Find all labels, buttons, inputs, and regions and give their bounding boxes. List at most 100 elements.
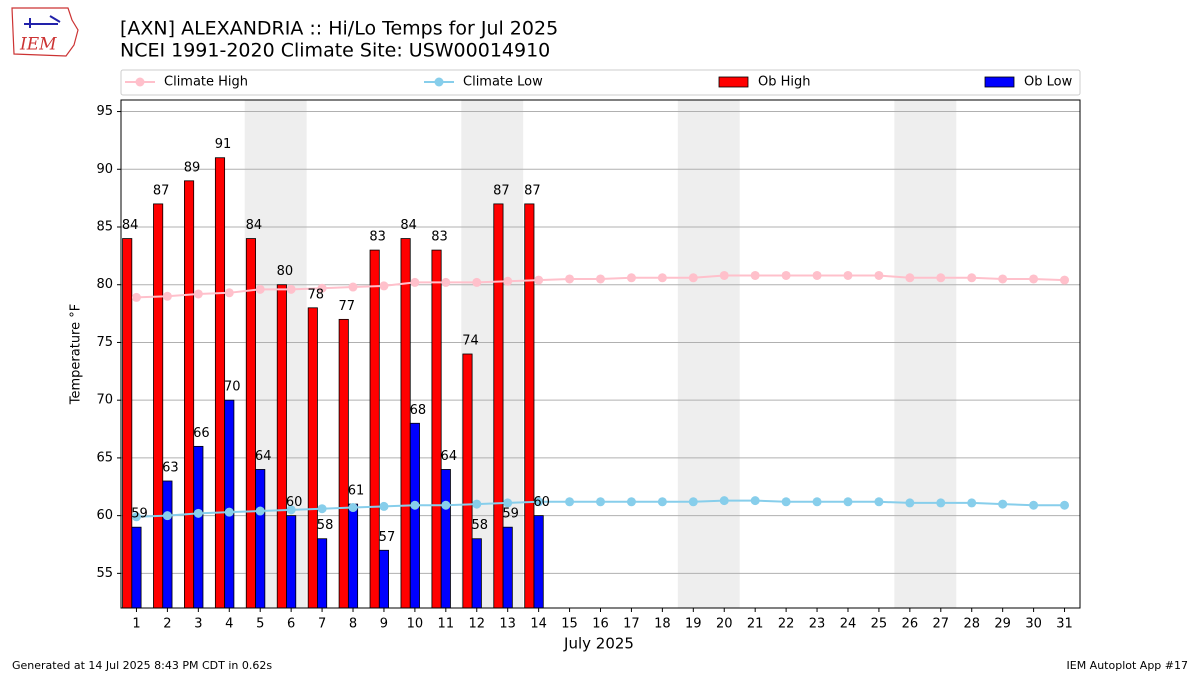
- value-label: 57: [379, 530, 396, 545]
- bar: [122, 238, 133, 609]
- x-tick-label: 22: [778, 617, 795, 632]
- line-marker: [1060, 275, 1070, 285]
- value-label: 66: [193, 426, 210, 441]
- line-marker: [441, 500, 451, 510]
- x-tick-label: 28: [963, 617, 980, 632]
- legend-label: Ob High: [758, 75, 811, 90]
- y-tick-label: 65: [96, 450, 113, 465]
- line-marker: [410, 277, 420, 287]
- bar: [307, 307, 318, 609]
- line-marker: [936, 273, 946, 283]
- line-marker: [657, 497, 667, 507]
- line-marker: [967, 498, 977, 508]
- line-marker: [1029, 500, 1039, 510]
- line-marker: [193, 289, 203, 299]
- value-label: 58: [317, 518, 334, 533]
- line-marker: [162, 511, 172, 521]
- value-label: 58: [471, 518, 488, 533]
- y-tick-label: 60: [96, 508, 113, 523]
- x-tick-label: 11: [438, 617, 455, 632]
- line-marker: [224, 288, 234, 298]
- x-tick-label: 1: [132, 617, 140, 632]
- value-label: 59: [131, 507, 148, 522]
- line-marker: [565, 497, 575, 507]
- line-marker: [874, 497, 884, 507]
- line-marker: [317, 504, 327, 514]
- x-tick-label: 13: [499, 617, 516, 632]
- line-marker: [348, 282, 358, 292]
- bar: [493, 203, 504, 609]
- x-tick-label: 19: [685, 617, 702, 632]
- line-marker: [812, 270, 822, 280]
- bar: [502, 526, 513, 609]
- line-marker: [936, 498, 946, 508]
- x-tick-label: 5: [256, 617, 264, 632]
- chart-subtitle: NCEI 1991-2020 Climate Site: USW00014910: [120, 40, 550, 62]
- line-marker: [781, 497, 791, 507]
- x-tick-label: 10: [407, 617, 424, 632]
- logo-text: IEM: [19, 35, 57, 55]
- line-marker: [534, 497, 544, 507]
- x-tick-label: 25: [871, 617, 888, 632]
- x-tick-label: 30: [1025, 617, 1042, 632]
- footer-right: IEM Autoplot App #17: [1067, 659, 1189, 672]
- line-marker: [874, 270, 884, 280]
- bar: [162, 480, 173, 609]
- y-tick-label: 70: [96, 393, 113, 408]
- line-marker: [688, 497, 698, 507]
- logo: IEM: [11, 7, 79, 57]
- bar: [347, 503, 359, 609]
- x-tick-label: 6: [287, 617, 295, 632]
- x-tick-label: 20: [716, 617, 733, 632]
- line-marker: [905, 273, 915, 283]
- x-tick-label: 3: [194, 617, 202, 632]
- value-label: 87: [153, 183, 170, 198]
- x-tick-label: 24: [840, 617, 857, 632]
- value-label: 83: [431, 230, 448, 245]
- value-label: 74: [462, 334, 479, 349]
- line-marker: [657, 273, 667, 283]
- x-tick-label: 29: [994, 617, 1011, 632]
- y-tick-label: 95: [96, 104, 113, 119]
- value-label: 84: [122, 218, 139, 233]
- x-tick-label: 4: [225, 617, 233, 632]
- value-label: 80: [277, 264, 294, 279]
- line-marker: [1060, 500, 1070, 510]
- value-label: 84: [400, 218, 417, 233]
- line-marker: [472, 277, 482, 287]
- bar: [533, 515, 544, 609]
- logo-outline: [11, 7, 79, 57]
- line-marker: [224, 507, 234, 517]
- bar: [400, 238, 411, 609]
- line-marker: [998, 274, 1008, 284]
- bar: [193, 445, 204, 609]
- footer-left: Generated at 14 Jul 2025 8:43 PM CDT in …: [12, 659, 272, 672]
- line-marker: [905, 498, 915, 508]
- value-label: 63: [162, 461, 179, 476]
- bar: [245, 238, 256, 609]
- bar: [409, 422, 420, 609]
- legend-label: Climate Low: [463, 75, 543, 90]
- value-label: 59: [502, 507, 519, 522]
- legend-label: Ob Low: [1024, 75, 1073, 90]
- bar: [184, 180, 195, 609]
- value-label: 77: [338, 299, 355, 314]
- line-marker: [503, 276, 513, 286]
- line-marker: [781, 270, 791, 280]
- value-label: 87: [524, 183, 541, 198]
- y-tick-label: 75: [96, 335, 113, 350]
- line-marker: [348, 503, 358, 513]
- line-marker: [596, 497, 605, 507]
- weekend-shade: [677, 100, 740, 608]
- legend-swatch: [718, 76, 749, 88]
- logo-icon: [24, 15, 61, 28]
- x-tick-label: 27: [933, 617, 950, 632]
- y-tick-label: 85: [96, 220, 113, 235]
- bar: [276, 284, 287, 609]
- line-marker: [812, 497, 822, 507]
- x-tick-label: 9: [380, 617, 388, 632]
- line-marker: [472, 499, 482, 509]
- legend-swatch: [984, 76, 1015, 88]
- line-marker: [967, 273, 977, 283]
- x-tick-label: 7: [318, 617, 326, 632]
